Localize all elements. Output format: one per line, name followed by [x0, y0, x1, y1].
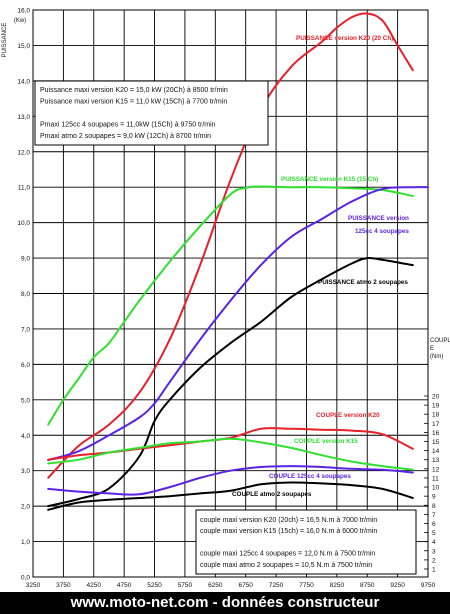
right-tick-label: 17 — [432, 421, 440, 428]
right-tick-label: 2 — [432, 557, 436, 564]
series-line-couple-atmo-2-soupapes — [47, 481, 414, 511]
right-tick-label: 7 — [432, 512, 436, 519]
left-tick-label: 13,0 — [17, 114, 30, 121]
x-tick-label: 4750 — [117, 582, 132, 589]
series-line-puissance-version-125cc-4-soupapes — [47, 186, 429, 462]
left-tick-label: 5,0 — [21, 397, 30, 404]
power-info-line: Pmaxi 125cc 4 soupapes = 11,0kW (15Ch) à… — [40, 122, 216, 129]
left-tick-label: 7,0 — [21, 326, 30, 333]
x-tick-label: 9250 — [390, 582, 405, 589]
right-tick-label: 16 — [432, 430, 440, 437]
x-tick-label: 5250 — [147, 582, 162, 589]
left-tick-label: 1,0 — [21, 539, 30, 546]
torque-info-line: couple maxi version K15 (15ch) = 16,0 N.… — [200, 528, 377, 535]
x-tick-label: 5750 — [178, 582, 193, 589]
left-tick-label: 14,0 — [17, 78, 30, 85]
right-tick-label: 6 — [432, 521, 436, 528]
left-axis-unit: (Kw) — [14, 18, 26, 24]
x-tick-label: 7250 — [269, 582, 284, 589]
torque-info-line: couple maxi version K20 (20ch) = 16,5 N.… — [200, 517, 377, 524]
left-tick-label: 16,0 — [17, 8, 30, 15]
k20-torque-label: COUPLE version K20 — [316, 412, 380, 419]
left-tick-label: 0,0 — [21, 575, 30, 582]
x-tick-label: 6250 — [208, 582, 223, 589]
torque-info-line: couple maxi atmo 2 soupapes = 10,5 N.m à… — [200, 562, 372, 569]
right-axis-unit: (Nm) — [430, 354, 443, 360]
left-tick-label: 2,0 — [21, 504, 30, 511]
k15-power-label: PUISSANCE version K15 (15 Ch) — [281, 176, 378, 183]
right-tick-label: 8 — [432, 503, 436, 510]
series-line-puissance-atmo-2-soupapes — [47, 256, 414, 508]
right-tick-label: 12 — [432, 466, 440, 473]
p125-power-label: PUISSANCE version — [348, 215, 409, 222]
right-tick-label: 13 — [432, 457, 440, 464]
right-tick-label: 15 — [432, 439, 440, 446]
series-line-couple-version-k15 — [47, 437, 414, 471]
left-axis-title: PUISSANCE — [2, 23, 8, 58]
x-tick-label: 6750 — [238, 582, 253, 589]
x-tick-label: 3250 — [26, 582, 41, 589]
source-footer: www.moto-net.com - données constructeur — [0, 592, 450, 614]
left-tick-label: 9,0 — [21, 256, 30, 263]
series-line-couple-125cc-4-soupapes — [47, 465, 414, 496]
right-tick-label: 4 — [432, 539, 436, 546]
left-tick-label: 8,0 — [21, 291, 30, 298]
right-tick-label: 10 — [432, 485, 440, 492]
left-tick-label: 10,0 — [17, 220, 30, 227]
left-tick-label: 4,0 — [21, 433, 30, 440]
x-tick-label: 8250 — [330, 582, 345, 589]
right-tick-label: 9 — [432, 494, 436, 501]
x-tick-label: 7750 — [299, 582, 314, 589]
p125-torque-label: COUPLE 125cc 4 soupapes — [269, 473, 351, 480]
p125-power-label-2: 125cc 4 soupapes — [355, 228, 409, 235]
atmo-power-label: PUISSANCE atmo 2 soupapes — [318, 279, 408, 286]
torque-info-box — [195, 509, 417, 575]
left-tick-label: 12,0 — [17, 149, 30, 156]
right-axis-title: COUPL — [430, 338, 450, 344]
left-tick-label: 11,0 — [18, 185, 31, 192]
right-tick-label: 3 — [432, 548, 436, 555]
power-info-box — [34, 80, 269, 146]
power-info-line: Pmaxi atmo 2 soupapes = 9,0 kW (12Ch) à … — [40, 133, 211, 140]
power-info-line: Puissance maxi version K20 = 15,0 kW (20… — [40, 87, 228, 94]
x-tick-label: 3750 — [56, 582, 71, 589]
right-tick-label: 5 — [432, 530, 436, 537]
k15-torque-label: COUPLE version K15 — [294, 438, 358, 445]
left-tick-label: 6,0 — [21, 362, 30, 369]
right-tick-label: 20 — [432, 394, 440, 401]
series-line-puissance-version-k15-15-ch — [47, 185, 414, 426]
k20-power-label: PUISSANCE version K20 (20 Ch) — [296, 35, 393, 42]
right-tick-label: 1 — [432, 567, 436, 574]
right-tick-label: 11 — [432, 475, 439, 482]
atmo-torque-label: COUPLE atmo 2 soupapes — [232, 491, 312, 498]
right-tick-label: 19 — [432, 403, 440, 410]
x-tick-label: 8750 — [360, 582, 375, 589]
power-torque-chart: 3250 3750 4250 4750 5250 5750 6250 6750 7250 7750… — [2, 8, 450, 590]
left-tick-label: 3,0 — [21, 468, 30, 475]
left-tick-label: 15,0 — [17, 43, 30, 50]
torque-info-line: couple maxi 125cc 4 soupapes = 12,0 N.m … — [200, 551, 375, 558]
right-tick-label: 18 — [432, 412, 440, 419]
right-axis-title-cont: E — [430, 346, 434, 352]
x-tick-label: 9750 — [421, 582, 436, 589]
right-tick-label: 14 — [432, 448, 440, 455]
x-tick-label: 4250 — [87, 582, 102, 589]
power-info-line: Puissance maxi version K15 = 11,0 kW (15… — [40, 99, 227, 106]
